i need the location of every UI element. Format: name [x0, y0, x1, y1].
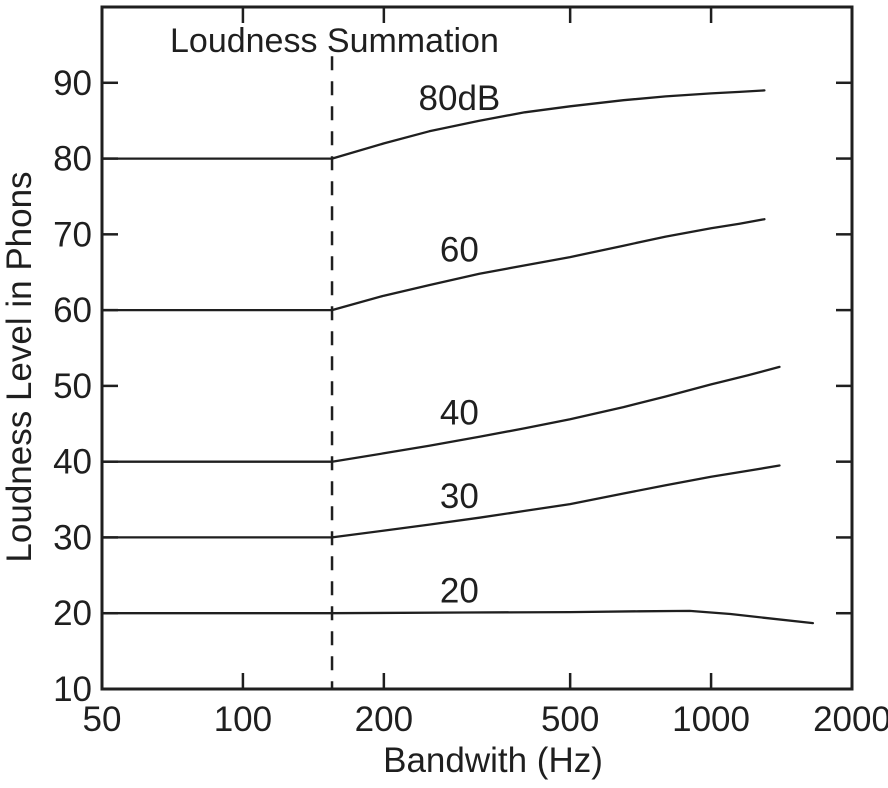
y-tick-label-40: 40 — [53, 443, 92, 482]
x-tick-label-100: 100 — [214, 700, 272, 739]
y-tick-label-60: 60 — [53, 291, 92, 330]
curve-label-20: 20 — [440, 571, 479, 610]
curve-label-30: 30 — [440, 477, 479, 516]
curve-20 — [100, 609, 815, 625]
curve-30 — [100, 464, 781, 539]
curve-label-60: 60 — [440, 230, 479, 269]
y-axis-title: Loudness Level in Phons — [0, 171, 39, 563]
curve-80dB — [100, 89, 766, 160]
x-tick-label-2000: 2000 — [813, 700, 888, 739]
y-tick-label-10: 10 — [53, 670, 92, 709]
y-tick-label-80: 80 — [53, 140, 92, 179]
axes-frame — [100, 5, 854, 691]
curve-label-80dB: 80dB — [419, 79, 501, 118]
curve-label-40: 40 — [440, 393, 479, 432]
x-tick-label-500: 500 — [541, 700, 599, 739]
y-tick-label-90: 90 — [53, 64, 92, 103]
y-tick-label-20: 20 — [53, 594, 92, 633]
x-tick-label-1000: 1000 — [672, 700, 750, 739]
x-tick-label-200: 200 — [355, 700, 413, 739]
chart-title: Loudness Summation — [170, 22, 499, 60]
x-tick-label-50: 50 — [83, 700, 122, 739]
curve-60 — [100, 218, 766, 312]
y-tick-label-50: 50 — [53, 367, 92, 406]
x-axis-title: Bandwith (Hz) — [383, 741, 603, 780]
y-tick-label-70: 70 — [53, 215, 92, 254]
y-tick-label-30: 30 — [53, 518, 92, 557]
curve-40 — [100, 365, 781, 463]
